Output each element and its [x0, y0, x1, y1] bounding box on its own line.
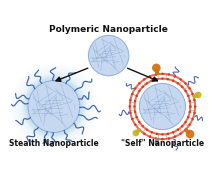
Circle shape — [128, 105, 131, 108]
Circle shape — [161, 138, 164, 140]
Circle shape — [168, 73, 170, 76]
Circle shape — [193, 112, 196, 114]
Circle shape — [134, 100, 136, 102]
Circle shape — [184, 128, 187, 131]
Circle shape — [161, 77, 164, 80]
Circle shape — [131, 118, 134, 120]
Circle shape — [179, 78, 182, 81]
Circle shape — [156, 78, 158, 81]
Circle shape — [161, 73, 164, 75]
Circle shape — [24, 77, 84, 136]
Circle shape — [134, 111, 136, 113]
Circle shape — [135, 116, 138, 119]
Circle shape — [134, 87, 137, 90]
Circle shape — [21, 74, 86, 139]
Circle shape — [22, 75, 86, 138]
Text: Polymeric Nanoparticle: Polymeric Nanoparticle — [49, 25, 168, 34]
Circle shape — [187, 116, 189, 119]
Circle shape — [177, 128, 179, 131]
Circle shape — [167, 133, 169, 135]
Circle shape — [151, 131, 153, 133]
Circle shape — [134, 123, 137, 126]
Circle shape — [141, 125, 144, 127]
Circle shape — [181, 125, 183, 127]
Circle shape — [174, 136, 176, 138]
Circle shape — [168, 137, 170, 140]
Circle shape — [18, 71, 89, 142]
Circle shape — [129, 99, 132, 101]
Circle shape — [186, 130, 194, 139]
Circle shape — [189, 105, 191, 108]
Circle shape — [189, 111, 191, 113]
Circle shape — [184, 121, 187, 123]
Circle shape — [146, 128, 148, 131]
Circle shape — [184, 82, 187, 85]
Circle shape — [135, 95, 138, 97]
Circle shape — [138, 121, 141, 123]
Circle shape — [193, 99, 196, 101]
Text: "Self" Nanoparticle: "Self" Nanoparticle — [121, 139, 204, 148]
Circle shape — [174, 75, 176, 77]
Circle shape — [184, 90, 187, 92]
Circle shape — [188, 123, 191, 126]
Circle shape — [156, 133, 158, 135]
Circle shape — [141, 86, 144, 88]
Circle shape — [16, 68, 92, 145]
Circle shape — [143, 78, 145, 81]
Circle shape — [133, 105, 136, 108]
Circle shape — [181, 86, 183, 88]
Circle shape — [88, 35, 129, 76]
Circle shape — [155, 137, 157, 140]
Circle shape — [187, 95, 189, 97]
Circle shape — [24, 77, 84, 136]
Circle shape — [129, 112, 132, 114]
Circle shape — [28, 81, 80, 132]
Circle shape — [149, 136, 151, 138]
Circle shape — [131, 93, 134, 95]
Circle shape — [138, 82, 141, 85]
Circle shape — [88, 35, 125, 72]
Circle shape — [26, 79, 82, 134]
Circle shape — [132, 130, 139, 136]
Circle shape — [139, 84, 186, 130]
Circle shape — [154, 141, 159, 146]
Circle shape — [88, 35, 128, 74]
Circle shape — [172, 131, 174, 133]
Circle shape — [151, 80, 153, 82]
Circle shape — [155, 73, 157, 76]
Circle shape — [188, 87, 191, 90]
Text: Stealth Nanoparticle: Stealth Nanoparticle — [9, 139, 99, 148]
Circle shape — [161, 133, 164, 136]
Circle shape — [177, 82, 179, 85]
Circle shape — [88, 35, 129, 76]
Circle shape — [191, 93, 194, 95]
Circle shape — [87, 34, 124, 71]
Circle shape — [195, 91, 201, 98]
Circle shape — [179, 132, 182, 135]
Circle shape — [152, 64, 161, 72]
Circle shape — [167, 78, 169, 81]
Circle shape — [191, 118, 194, 120]
Circle shape — [146, 82, 148, 85]
Circle shape — [149, 75, 151, 77]
Circle shape — [88, 35, 126, 73]
Circle shape — [189, 100, 191, 102]
Circle shape — [143, 132, 145, 135]
Circle shape — [138, 90, 141, 92]
Circle shape — [194, 105, 196, 108]
Circle shape — [138, 128, 141, 131]
Circle shape — [172, 80, 174, 82]
